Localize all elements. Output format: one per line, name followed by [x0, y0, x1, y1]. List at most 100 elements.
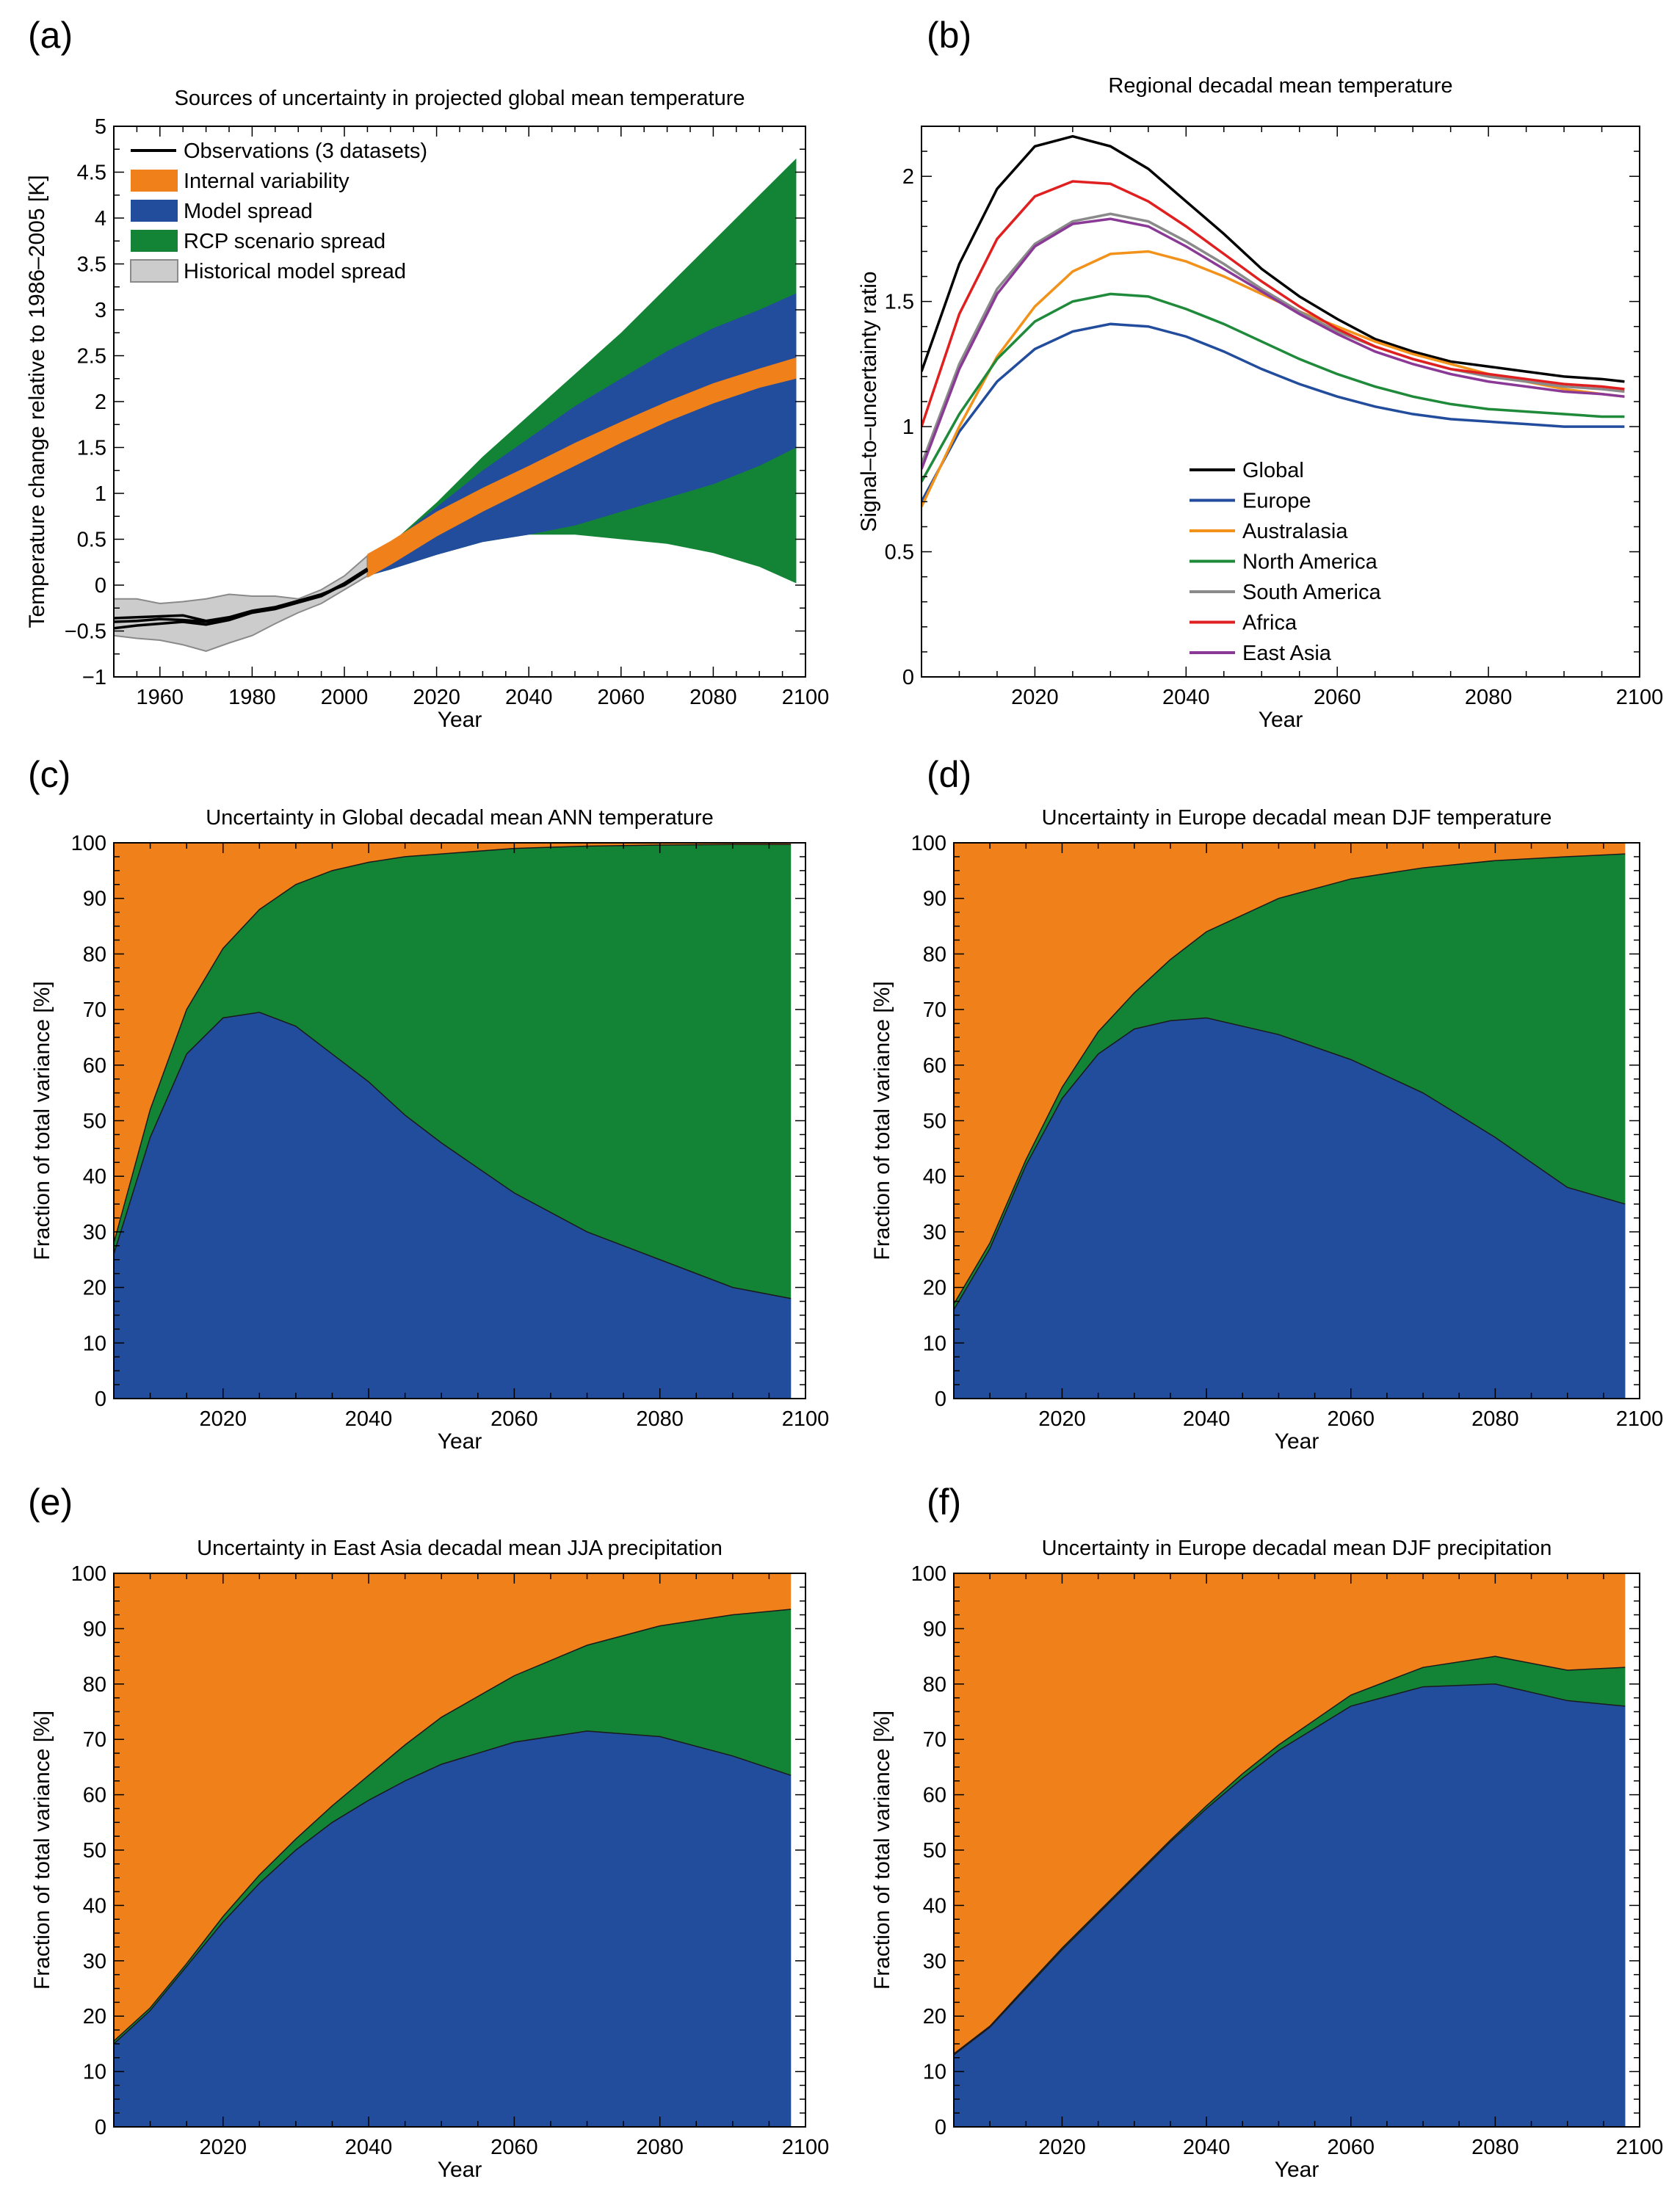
y-tick-label: 60: [83, 1784, 106, 1808]
series-line-europe: [922, 322, 1625, 503]
y-tick-label: 2: [902, 165, 914, 189]
y-tick-label: 50: [923, 1839, 946, 1863]
legend-entry: Model spread: [184, 200, 313, 223]
model-boundary-line: [114, 1730, 792, 2045]
y-tick-label: 3.5: [77, 253, 106, 277]
y-tick-label: 50: [923, 1110, 946, 1134]
x-tick-label: 2040: [1183, 1407, 1231, 1431]
legend-a: Observations (3 datasets) Internal variab…: [130, 139, 427, 283]
y-tick-label: 50: [83, 1110, 106, 1134]
panel-a: 1960 1980 2000 2020 2040 2060 2080 2100 −1 −0.5 0 0…: [25, 15, 829, 732]
panel-f: 2020 2040 2060 2080 2100 0 10 20 30 40 50 60 70 80 90 1…: [870, 1482, 1663, 2182]
y-tick-label: 30: [923, 1950, 946, 1973]
x-axis-label-d: Year: [1275, 1429, 1319, 1454]
x-tick-label: 2060: [1327, 1407, 1375, 1431]
model-boundary-line: [954, 1683, 1626, 2056]
model-boundary-line: [114, 1012, 792, 1299]
y-tick-label: 4: [95, 207, 106, 231]
x-tick-label: 2100: [782, 2136, 830, 2159]
chart-title-a: Sources of uncertainty in projected glob…: [175, 87, 745, 110]
chart-title-c: Uncertainty in Global decadal mean ANN t…: [206, 806, 714, 830]
panel-label-b: (b): [927, 15, 971, 56]
model-uncertainty-area: [114, 1012, 792, 1399]
y-tick-label: 30: [923, 1221, 946, 1244]
x-tick-label: 2080: [1471, 1407, 1519, 1431]
panel-e: 2020 2040 2060 2080 2100 0 10 20 30 40 50 60 70 80 90 1…: [28, 1482, 829, 2182]
y-tick-label: 80: [83, 943, 106, 966]
legend-entry: Australasia: [1242, 520, 1348, 543]
y-tick-label: 40: [83, 1894, 106, 1918]
y-tick-label: 0.5: [885, 541, 914, 565]
series-line-africa: [922, 180, 1625, 427]
y-tick-label: 90: [923, 1617, 946, 1641]
y-tick-label: 2: [95, 391, 106, 414]
x-tick-label: 2020: [199, 2136, 247, 2159]
scenario-boundary-line: [954, 1656, 1626, 2055]
plot-area-d: [954, 843, 1626, 1399]
x-tick-label: 2100: [1616, 686, 1664, 709]
legend-entry: RCP scenario spread: [184, 230, 385, 253]
panel-label-c: (c): [28, 754, 70, 795]
x-axis-label-e: Year: [438, 2158, 482, 2182]
x-tick-label: 2060: [1314, 686, 1361, 709]
plot-area-c: [114, 843, 792, 1399]
x-tick-label: 2060: [1327, 2136, 1375, 2159]
y-tick-label: 100: [71, 832, 106, 855]
legend-swatch-internal: [131, 170, 178, 192]
y-tick-label: 40: [923, 1894, 946, 1918]
y-axis-label-b: Signal–to–uncertainty ratio: [857, 271, 881, 532]
plot-area-f: [954, 1573, 1626, 2127]
x-tick-label: 2100: [1616, 1407, 1664, 1431]
x-axis-label-f: Year: [1275, 2158, 1319, 2182]
x-tick-label: 2020: [413, 686, 460, 709]
y-tick-label: −0.5: [65, 620, 106, 644]
legend-entry: Africa: [1242, 612, 1297, 635]
legend-entry: Observations (3 datasets): [184, 139, 427, 163]
y-tick-label: 0: [902, 666, 914, 689]
observations-line-3: [114, 568, 369, 630]
y-tick-label: 0: [95, 2116, 106, 2139]
y-tick-label: 100: [71, 1562, 106, 1586]
scenario-boundary-line: [114, 844, 792, 1244]
model-uncertainty-area: [114, 1730, 792, 2127]
legend-entry: Europe: [1242, 490, 1311, 513]
x-tick-label: 2060: [490, 2136, 538, 2159]
y-tick-label: 0.5: [77, 529, 106, 552]
y-tick-label: 60: [923, 1054, 946, 1078]
y-tick-label: 100: [911, 832, 946, 855]
y-tick-label: 40: [923, 1165, 946, 1189]
y-tick-label: 70: [83, 998, 106, 1022]
chart-title-d: Uncertainty in Europe decadal mean DJF t…: [1042, 806, 1552, 830]
x-tick-label: 1980: [228, 686, 276, 709]
legend-swatch-model: [131, 200, 178, 222]
y-tick-label: 3: [95, 299, 106, 322]
model-boundary-line: [954, 1017, 1626, 1310]
x-tick-label: 2100: [782, 1407, 830, 1431]
y-tick-label: 60: [83, 1054, 106, 1078]
series-line-north-america: [922, 292, 1625, 482]
x-tick-label: 2080: [1471, 2136, 1519, 2159]
y-tick-label: 1.5: [885, 291, 914, 314]
series-line-east-asia: [922, 217, 1625, 470]
x-tick-label: 2020: [1038, 1407, 1086, 1431]
legend-swatch-scenario: [131, 230, 178, 252]
x-tick-label: 2040: [345, 2136, 393, 2159]
legend-entry: South America: [1242, 581, 1381, 604]
x-tick-label: 2080: [689, 686, 737, 709]
scenario-boundary-line: [114, 1609, 792, 2042]
internal-variability-band: [367, 358, 797, 578]
y-tick-label: 0: [95, 574, 106, 598]
y-tick-label: 20: [923, 2005, 946, 2028]
y-axis-label-d: Fraction of total variance [%]: [870, 981, 894, 1260]
plot-area-a: [114, 158, 797, 653]
panel-d: 2020 2040 2060 2080 2100 0 10 20 30 40 50 60 70 80 90 1…: [870, 754, 1663, 1454]
x-axis-label-b: Year: [1259, 708, 1303, 732]
chart-title-e: Uncertainty in East Asia decadal mean JJ…: [197, 1537, 723, 1560]
x-tick-label: 2060: [598, 686, 645, 709]
panel-c: 2020 2040 2060 2080 2100 0 10 20 30 40 50 60 70 80 90 1…: [28, 754, 829, 1454]
y-tick-label: 80: [923, 1673, 946, 1697]
x-axis-label-c: Year: [438, 1429, 482, 1454]
y-axis-label-f: Fraction of total variance [%]: [870, 1711, 894, 1990]
x-tick-label: 2000: [321, 686, 369, 709]
